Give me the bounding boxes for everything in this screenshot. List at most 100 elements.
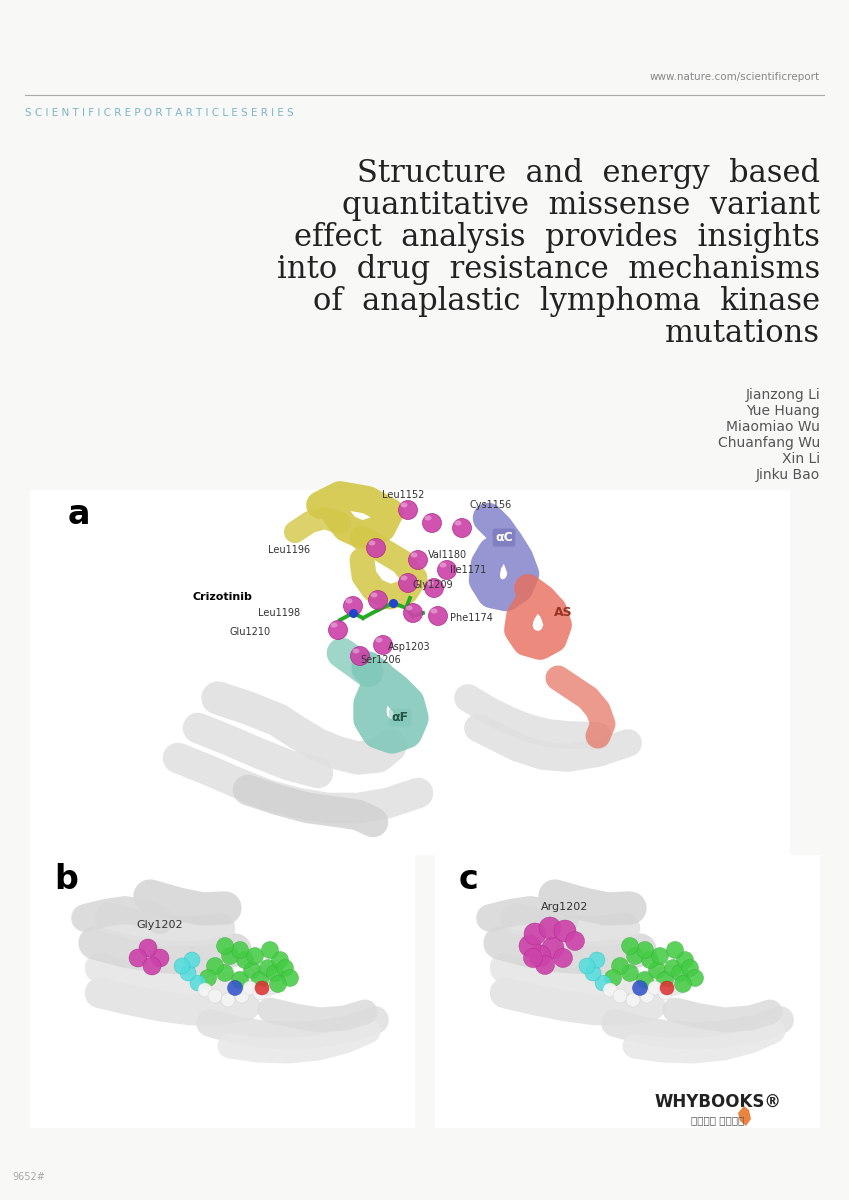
- Ellipse shape: [200, 970, 216, 986]
- Ellipse shape: [261, 942, 278, 959]
- Ellipse shape: [437, 560, 457, 580]
- Ellipse shape: [267, 965, 284, 982]
- Ellipse shape: [403, 604, 423, 623]
- Ellipse shape: [648, 982, 662, 995]
- Ellipse shape: [579, 958, 595, 974]
- Text: Cys1156: Cys1156: [470, 500, 512, 510]
- Ellipse shape: [255, 982, 269, 995]
- Ellipse shape: [237, 952, 254, 968]
- Text: Xin Li: Xin Li: [782, 452, 820, 466]
- Ellipse shape: [430, 608, 437, 613]
- Text: Val1180: Val1180: [428, 550, 467, 560]
- Ellipse shape: [190, 974, 206, 991]
- Ellipse shape: [244, 961, 261, 978]
- Text: Phe1174: Phe1174: [450, 613, 493, 623]
- Text: Asp1203: Asp1203: [388, 642, 430, 652]
- Ellipse shape: [216, 965, 233, 982]
- Ellipse shape: [524, 923, 546, 946]
- Ellipse shape: [143, 958, 161, 974]
- Ellipse shape: [228, 980, 243, 996]
- Ellipse shape: [660, 982, 674, 995]
- Ellipse shape: [139, 938, 157, 958]
- Ellipse shape: [221, 994, 235, 1007]
- Text: AS: AS: [554, 606, 572, 619]
- Ellipse shape: [642, 952, 659, 968]
- Ellipse shape: [374, 636, 392, 654]
- Bar: [30, 490, 790, 854]
- Ellipse shape: [398, 500, 418, 520]
- Text: Leu1198: Leu1198: [258, 608, 301, 618]
- Text: αF: αF: [391, 710, 408, 724]
- Ellipse shape: [232, 942, 249, 959]
- Ellipse shape: [637, 942, 654, 959]
- Ellipse shape: [235, 989, 249, 1003]
- Ellipse shape: [453, 518, 471, 538]
- Ellipse shape: [651, 948, 668, 965]
- Ellipse shape: [367, 539, 385, 558]
- Ellipse shape: [539, 917, 561, 938]
- Ellipse shape: [398, 574, 418, 593]
- Text: Leu1196: Leu1196: [268, 545, 310, 554]
- Ellipse shape: [429, 606, 447, 625]
- Ellipse shape: [603, 983, 617, 997]
- Ellipse shape: [565, 931, 584, 950]
- Ellipse shape: [269, 976, 286, 992]
- Ellipse shape: [346, 599, 352, 604]
- Text: Gly1202: Gly1202: [137, 920, 183, 930]
- Ellipse shape: [589, 952, 605, 968]
- Ellipse shape: [174, 958, 190, 974]
- Text: Chuanfang Wu: Chuanfang Wu: [717, 436, 820, 450]
- Ellipse shape: [198, 983, 212, 997]
- Ellipse shape: [454, 521, 462, 526]
- Text: 주시회사 와이북스: 주시회사 와이북스: [691, 1115, 745, 1126]
- Ellipse shape: [519, 935, 541, 958]
- Ellipse shape: [554, 948, 572, 967]
- Text: b: b: [54, 863, 78, 896]
- Text: Jianzong Li: Jianzong Li: [745, 388, 820, 402]
- Ellipse shape: [370, 593, 378, 598]
- Text: mutations: mutations: [665, 318, 820, 349]
- Text: Leu1152: Leu1152: [382, 490, 424, 500]
- Ellipse shape: [251, 972, 268, 989]
- Ellipse shape: [351, 647, 369, 666]
- Ellipse shape: [640, 989, 654, 1003]
- Ellipse shape: [277, 960, 294, 977]
- Ellipse shape: [687, 970, 704, 986]
- Ellipse shape: [554, 920, 576, 942]
- Bar: [435, 854, 820, 1128]
- Ellipse shape: [411, 552, 418, 558]
- Ellipse shape: [344, 596, 363, 616]
- Text: S C I E N T I F I C R E P O R T A R T I C L E S E R I E S: S C I E N T I F I C R E P O R T A R T I …: [25, 108, 294, 118]
- Text: Jinku Bao: Jinku Bao: [756, 468, 820, 482]
- Text: quantitative  missense  variant: quantitative missense variant: [342, 190, 820, 221]
- Text: Gly1209: Gly1209: [413, 580, 453, 590]
- Ellipse shape: [330, 623, 338, 628]
- Ellipse shape: [216, 937, 233, 954]
- Ellipse shape: [243, 982, 257, 995]
- Ellipse shape: [665, 960, 682, 977]
- Ellipse shape: [423, 514, 441, 533]
- Ellipse shape: [208, 989, 222, 1003]
- Ellipse shape: [633, 980, 648, 996]
- Text: into  drug  resistance  mechanisms: into drug resistance mechanisms: [277, 254, 820, 284]
- Ellipse shape: [621, 937, 638, 954]
- Text: www.nature.com/scientificreport: www.nature.com/scientificreport: [649, 72, 820, 82]
- Ellipse shape: [260, 960, 277, 977]
- Text: Ser1206: Ser1206: [360, 655, 401, 665]
- Ellipse shape: [626, 994, 640, 1007]
- Ellipse shape: [595, 974, 611, 991]
- Text: Yue Huang: Yue Huang: [746, 404, 820, 418]
- Ellipse shape: [536, 955, 554, 974]
- Ellipse shape: [666, 942, 683, 959]
- Ellipse shape: [401, 503, 408, 508]
- Ellipse shape: [180, 965, 196, 982]
- Ellipse shape: [658, 986, 672, 1000]
- Ellipse shape: [232, 972, 249, 989]
- Ellipse shape: [656, 972, 673, 989]
- Ellipse shape: [375, 637, 383, 642]
- Bar: [30, 854, 415, 1128]
- Text: Arg1202: Arg1202: [542, 902, 588, 912]
- Ellipse shape: [329, 620, 347, 640]
- Ellipse shape: [222, 948, 239, 965]
- Ellipse shape: [440, 563, 447, 568]
